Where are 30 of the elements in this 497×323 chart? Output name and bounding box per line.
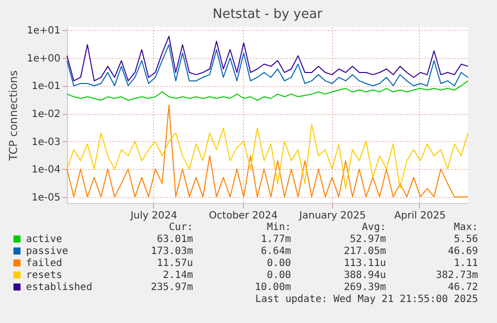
text: 2.14m 0.00 388.94u 382.73m: [162, 270, 478, 281]
x-tick-label: January 2025: [298, 210, 366, 222]
text: 173.03m 6.64m 217.05m 46.69: [150, 246, 478, 257]
y-tick-label: 1e-05: [32, 192, 60, 204]
line-series: [66, 104, 468, 198]
x-tick-label: July 2024: [130, 210, 178, 222]
text: 235.97m 10.00m 269.39m 46.72: [150, 282, 478, 293]
line-series: [66, 44, 468, 86]
line-series: [66, 124, 468, 189]
text: 63.01m 1.77m 52.97m 5.56: [156, 234, 478, 245]
line-series: [66, 80, 468, 101]
legend-label: established: [26, 282, 92, 293]
x-tick-label: October 2024: [208, 210, 278, 222]
y-axis-title: TCP connections: [6, 70, 20, 162]
text: Cur: Min: Avg: Max:: [168, 222, 478, 233]
legend-label: resets: [26, 270, 62, 281]
legend-label: passive: [26, 246, 68, 257]
y-tick-label: 1e-02: [32, 109, 60, 120]
legend-label: active: [26, 234, 62, 245]
y-tick-label: 1e+00: [26, 53, 60, 64]
y-tick-label: 1e-01: [32, 81, 60, 92]
text: 11.57u 0.00 113.11u 1.11: [156, 258, 478, 269]
y-tick-label: 1e-04: [32, 164, 60, 176]
legend-label: failed: [26, 258, 62, 269]
y-tick-label: 1e+01: [26, 26, 60, 37]
line-series: [66, 36, 468, 82]
y-tick-label: 1e-03: [32, 136, 60, 148]
text: Last update: Wed May 21 21:55:00 2025: [255, 294, 478, 305]
x-tick-label: April 2025: [394, 210, 446, 222]
chart-title: Netstat - by year: [212, 7, 324, 22]
